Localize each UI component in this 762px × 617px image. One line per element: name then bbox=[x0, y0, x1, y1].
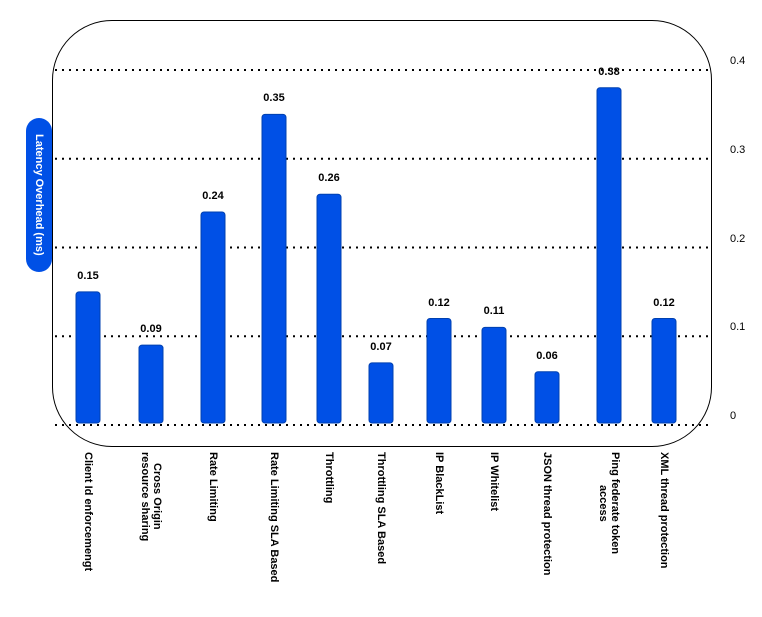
x-tick-label: Throttling bbox=[323, 452, 335, 504]
x-tick-label: Cross Origin resource sharing bbox=[139, 452, 163, 542]
data-label: 0.24 bbox=[202, 190, 224, 202]
y-tick-label: 0.1 bbox=[730, 321, 746, 334]
data-label: 0.06 bbox=[536, 349, 558, 362]
bar bbox=[138, 344, 164, 424]
x-tick-label: Rate Limiting SLA Based bbox=[268, 452, 280, 583]
x-tick-label: XML thread protection bbox=[658, 452, 670, 569]
bar bbox=[651, 318, 677, 424]
data-label: 0.15 bbox=[77, 269, 99, 282]
data-label: 0.26 bbox=[318, 172, 340, 185]
bar bbox=[426, 318, 452, 424]
x-tick-label: Ping federate token access bbox=[597, 452, 621, 555]
x-tick-label: JSON thread protection bbox=[541, 452, 553, 576]
bar bbox=[200, 211, 226, 424]
y-tick-label: 0.3 bbox=[730, 143, 746, 156]
data-label: 0.12 bbox=[428, 296, 450, 309]
x-tick-label: IP BlackList bbox=[433, 452, 445, 515]
bar bbox=[261, 113, 287, 424]
bar bbox=[368, 362, 394, 424]
data-label: 0.35 bbox=[263, 92, 285, 105]
x-tick-label: Rate Limiting bbox=[207, 452, 219, 522]
chart-frame bbox=[52, 20, 712, 447]
x-tick-label: Throttling SLA Based bbox=[375, 452, 387, 565]
x-tick-label: Client Id enforcemengt bbox=[82, 452, 94, 572]
data-label: 0.38 bbox=[598, 65, 620, 78]
bar bbox=[75, 291, 101, 424]
y-tick-label: 0.2 bbox=[730, 232, 746, 245]
y-tick-label: 0.4 bbox=[730, 55, 746, 67]
y-axis-label: Latency Overhead (ms) bbox=[26, 118, 52, 272]
data-label: 0.11 bbox=[483, 305, 505, 318]
y-axis-label-text: Latency Overhead (ms) bbox=[33, 134, 45, 256]
data-label: 0.09 bbox=[140, 323, 162, 336]
data-label: 0.07 bbox=[370, 340, 392, 353]
bar bbox=[316, 193, 342, 424]
bar bbox=[481, 326, 507, 424]
x-tick-label: IP Whitelist bbox=[488, 452, 500, 512]
bar bbox=[534, 371, 560, 424]
y-tick-label: 0 bbox=[730, 410, 737, 422]
bar bbox=[596, 87, 622, 424]
data-label: 0.12 bbox=[653, 296, 675, 309]
